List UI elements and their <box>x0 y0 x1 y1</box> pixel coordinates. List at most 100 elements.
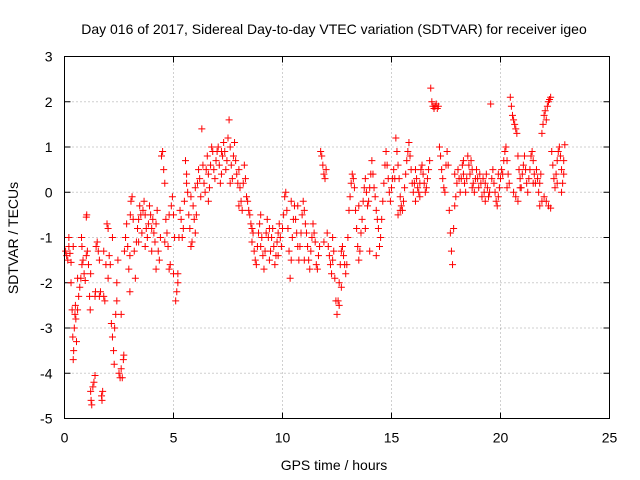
data-point <box>82 252 90 260</box>
data-point <box>337 283 345 291</box>
x-tick-label: 5 <box>170 430 178 446</box>
data-point <box>450 224 458 232</box>
data-point <box>552 170 560 178</box>
data-point <box>196 175 204 183</box>
data-point <box>542 197 550 205</box>
data-point <box>277 243 285 251</box>
data-point <box>540 193 548 201</box>
data-point <box>505 179 513 187</box>
y-tick-label: 2 <box>45 94 53 110</box>
data-point <box>537 170 545 178</box>
data-point <box>199 161 207 169</box>
data-point <box>287 256 295 264</box>
data-point <box>125 265 133 273</box>
data-point <box>317 148 325 156</box>
data-point <box>239 179 247 187</box>
data-point <box>217 170 225 178</box>
data-point <box>186 224 194 232</box>
data-point <box>246 211 254 219</box>
data-point <box>104 274 112 282</box>
data-point <box>286 274 294 282</box>
data-point <box>551 184 559 192</box>
data-point <box>329 234 337 241</box>
data-point <box>463 175 471 183</box>
data-point <box>144 220 152 228</box>
data-point <box>411 197 419 205</box>
data-point <box>466 170 474 178</box>
data-point <box>265 224 273 232</box>
data-point <box>330 247 338 255</box>
data-point <box>316 243 324 251</box>
data-point <box>310 229 318 237</box>
data-point <box>262 229 270 237</box>
data-point <box>138 229 146 237</box>
data-point <box>426 157 434 165</box>
data-point <box>358 215 366 223</box>
data-point <box>553 157 561 165</box>
data-point <box>415 188 423 196</box>
data-point <box>380 179 388 187</box>
data-point <box>164 243 172 251</box>
data-point <box>210 166 218 174</box>
data-point <box>71 310 79 318</box>
data-point <box>518 170 526 178</box>
data-point <box>170 270 177 278</box>
data-point <box>469 179 477 187</box>
data-point <box>195 166 203 174</box>
data-point <box>185 211 193 219</box>
data-point <box>284 224 292 232</box>
x-tick-label: 25 <box>602 430 618 446</box>
data-point <box>421 188 429 196</box>
data-point <box>355 202 363 210</box>
data-point <box>304 243 312 251</box>
data-point <box>136 202 144 210</box>
data-point <box>93 238 101 246</box>
data-point <box>378 215 386 223</box>
data-point <box>140 197 148 205</box>
data-point <box>105 252 113 260</box>
data-point <box>489 166 497 174</box>
data-point <box>214 143 222 151</box>
data-point <box>560 157 568 165</box>
data-point <box>139 206 147 214</box>
data-point <box>294 202 302 210</box>
data-point <box>212 157 220 165</box>
data-point <box>321 175 329 183</box>
data-point <box>507 102 515 110</box>
data-point <box>453 179 461 187</box>
data-point <box>536 202 544 210</box>
data-point <box>86 306 94 314</box>
data-point <box>248 238 256 246</box>
data-point <box>285 247 293 255</box>
data-point <box>437 152 445 160</box>
data-point <box>300 256 308 264</box>
data-point <box>376 243 384 251</box>
data-point <box>235 202 243 210</box>
data-point <box>155 256 163 264</box>
data-point <box>235 166 243 174</box>
data-point <box>87 270 95 278</box>
y-tick-label: -2 <box>40 275 53 291</box>
data-point <box>438 166 446 174</box>
data-point <box>215 161 223 169</box>
data-point <box>346 193 354 201</box>
data-point <box>173 288 181 296</box>
data-point <box>524 188 532 196</box>
data-point <box>150 229 158 237</box>
data-point <box>548 148 556 156</box>
data-point <box>337 247 345 255</box>
data-point <box>188 238 196 246</box>
data-point <box>312 261 320 269</box>
data-point <box>344 234 352 241</box>
data-point <box>451 202 459 210</box>
data-point <box>416 193 424 201</box>
data-point <box>87 396 95 404</box>
data-point <box>259 252 267 260</box>
data-point <box>95 256 103 264</box>
data-point <box>207 161 215 169</box>
data-point <box>473 166 481 174</box>
data-point <box>217 148 225 156</box>
data-point <box>92 243 100 251</box>
data-point <box>534 175 542 183</box>
data-point <box>388 184 395 192</box>
